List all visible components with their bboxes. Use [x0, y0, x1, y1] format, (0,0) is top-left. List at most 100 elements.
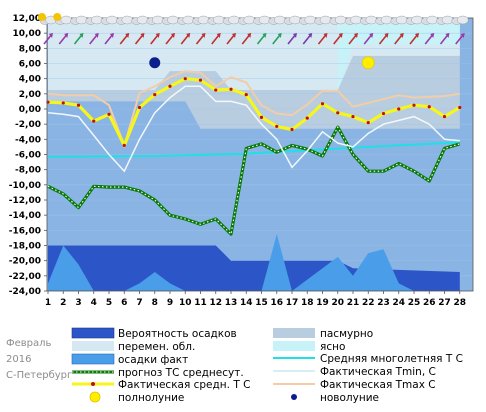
actual-mean-point	[381, 111, 386, 116]
legend-swatch-precip-fact	[71, 353, 115, 365]
cloud-puff	[243, 15, 255, 25]
cloud-puff	[335, 15, 347, 25]
x-tick-label: 12	[209, 298, 222, 308]
legend-label-forecast-mean: прогноз ТС среднесут.	[118, 367, 244, 379]
wind-arrow-icon	[333, 33, 343, 45]
actual-mean-point	[198, 78, 203, 82]
wind-arrow-icon	[302, 33, 313, 45]
actual-mean-point	[442, 114, 447, 119]
wind-arrow-head	[430, 33, 435, 38]
tmax-line	[47, 70, 460, 149]
cloud-puff	[319, 15, 332, 25]
y-tick-label: 2,00	[19, 90, 41, 100]
wind-arrow-head	[232, 33, 236, 38]
cloud-puff	[213, 15, 225, 25]
wind-arrow-icon	[363, 33, 374, 45]
clear-sky-area	[337, 18, 460, 90]
legend-marker-new-moon	[291, 394, 297, 400]
y-tick-label: -10,00	[9, 181, 41, 191]
wind-arrow-head	[201, 33, 206, 38]
wind-arrow-icon	[165, 33, 175, 45]
legend-label-climate-norm: Средняя многолетняя Т С	[320, 353, 463, 365]
wind-arrow-icon	[378, 33, 389, 45]
legend-label-full-moon: полнолуние	[118, 392, 184, 404]
cloud-icon	[116, 15, 133, 25]
actual-mean-point	[137, 105, 142, 110]
cloud-icon	[451, 15, 469, 25]
x-tick-label: 4	[91, 298, 97, 308]
actual-mean-point	[92, 119, 96, 123]
actual-mean-point	[336, 111, 340, 115]
wind-arrow-icon	[256, 33, 267, 45]
wind-arrow-icon	[43, 33, 53, 45]
cloud-puff	[167, 15, 179, 25]
wind-arrow-head	[186, 33, 191, 38]
weather-icons-row	[38, 13, 469, 45]
y-tick-label: 10,00	[13, 29, 41, 39]
wind-arrow-icon	[119, 33, 130, 45]
y-tick-label: 12,00	[13, 14, 41, 24]
wind-arrow-icon	[424, 33, 435, 45]
x-tick-label: 22	[362, 298, 375, 308]
wind-arrow-icon	[134, 33, 145, 45]
actual-mean-point	[244, 92, 248, 97]
cloud-puff	[365, 15, 377, 25]
x-tick-label: 19	[316, 298, 329, 308]
wind-arrow-icon	[58, 33, 69, 45]
actual-mean-point	[107, 112, 111, 116]
x-tick-label: 6	[121, 298, 127, 308]
wind-arrow-icon	[180, 33, 191, 45]
wind-arrow-icon	[348, 33, 358, 45]
y-tick-label: 0,00	[19, 105, 41, 115]
legend-marker-actual-mean	[91, 382, 95, 386]
cloud-icon	[390, 15, 408, 25]
x-tick-label: 20	[331, 298, 344, 308]
legend-label-overcast: пасмурно	[320, 328, 373, 340]
x-tick-label: 21	[347, 298, 360, 308]
x-tick-label: 18	[301, 298, 314, 308]
actual-mean-point	[305, 116, 309, 120]
wind-arrow-head	[155, 33, 160, 38]
wind-arrow-icon	[211, 33, 221, 45]
cloud-icon	[405, 15, 423, 25]
wind-arrow-icon	[272, 33, 282, 45]
y-tick-label: -18,00	[9, 242, 41, 252]
wind-arrow-head	[293, 33, 297, 38]
wind-arrow-head	[64, 33, 69, 38]
x-tick-label: 27	[438, 298, 451, 308]
city-label: С-Петербург	[6, 370, 72, 381]
cloud-puff	[380, 15, 393, 25]
year-label: 2016	[6, 354, 31, 365]
wind-arrow-icon	[226, 33, 236, 45]
actual-mean-point	[183, 77, 187, 81]
cloud-icon	[253, 15, 271, 25]
y-tick-label: -24,00	[9, 287, 41, 297]
wind-arrow-head	[384, 33, 389, 38]
x-tick-label: 7	[136, 298, 142, 308]
cloud-puff	[258, 15, 271, 25]
legend-label-clear: ясно	[320, 341, 345, 353]
actual-mean-point	[397, 107, 401, 111]
cloud-icon	[299, 15, 316, 25]
cloud-puff	[396, 15, 408, 25]
cloud-puff	[121, 15, 133, 25]
wind-arrow-head	[323, 33, 328, 38]
tmin-line	[47, 85, 460, 173]
y-tick-label: -4,00	[15, 135, 41, 145]
x-tick-label: 9	[167, 298, 173, 308]
cloud-icon	[222, 15, 240, 25]
actual-mean-point	[122, 143, 126, 147]
actual-mean-point	[259, 115, 264, 119]
month-label: Февраль	[6, 338, 52, 349]
actual-mean-line	[47, 77, 461, 147]
wind-arrow-icon	[439, 33, 450, 45]
actual-mean-point	[427, 105, 431, 109]
x-tick-label: 11	[194, 298, 207, 308]
y-tick-label: 6,00	[19, 60, 41, 70]
y-tick-label: 4,00	[19, 75, 41, 85]
cloud-icon	[344, 15, 362, 25]
wind-arrow-head	[262, 33, 267, 38]
actual-mean-point	[412, 103, 416, 107]
cloud-icon	[177, 15, 194, 25]
x-tick-label: 26	[423, 298, 436, 308]
